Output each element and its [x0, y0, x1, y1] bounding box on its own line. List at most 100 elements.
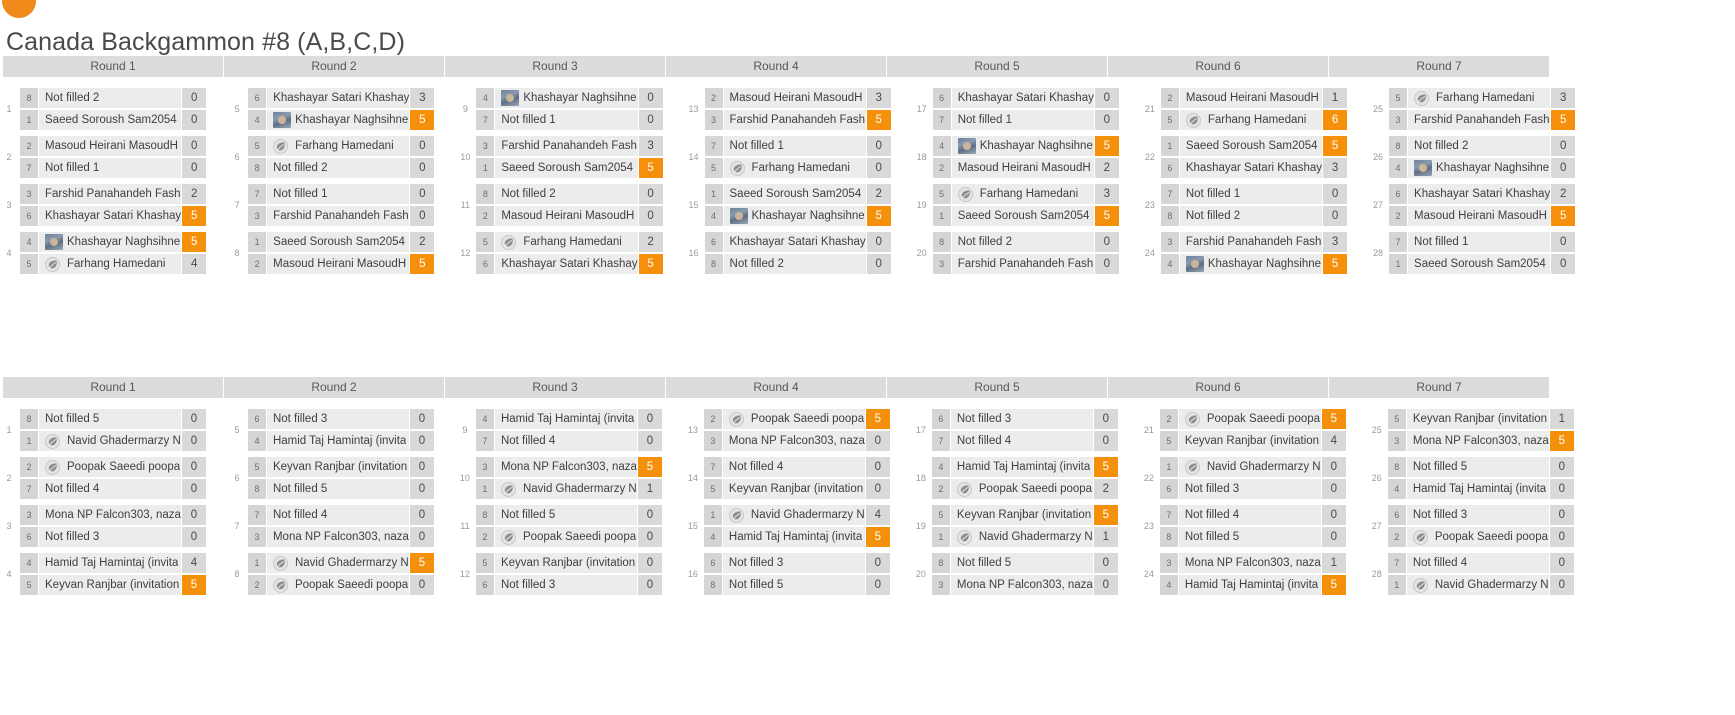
- player-name-cell[interactable]: Keyvan Ranjbar (invitation: [722, 479, 865, 499]
- match[interactable]: 20 8 Not filled 5 0 3 Mona NP Falcon303, naza…: [912, 553, 1140, 595]
- player-name-cell[interactable]: Khashayar Naghsihne: [1179, 254, 1323, 274]
- match-slot[interactable]: 1 Saeed Soroush Sam2054 0: [20, 110, 207, 130]
- match-slot[interactable]: 2 Poopak Saeedi poopa 5: [703, 409, 890, 429]
- player-name-cell[interactable]: Khashayar Naghsihne: [495, 88, 638, 108]
- match-slot[interactable]: 2 Masoud Heirani MasoudH 5: [1389, 206, 1576, 226]
- player-name-cell[interactable]: Khashayar Satari Khashay: [39, 206, 182, 226]
- match[interactable]: 18 4 Khashayar Naghsihne 5 2 Masoud Heirani M…: [913, 136, 1141, 178]
- player-name-cell[interactable]: Navid Ghadermarzy N: [39, 431, 181, 451]
- match-slot[interactable]: 5 Farhang Hamedani 3: [932, 184, 1119, 204]
- match[interactable]: 13 2 Poopak Saeedi poopa 5 3 Mona NP Falcon30…: [684, 409, 912, 451]
- player-name-cell[interactable]: Not filled 2: [495, 184, 638, 204]
- player-name-cell[interactable]: Masoud Heirani MasoudH: [267, 254, 410, 274]
- match-slot[interactable]: 5 Keyvan Ranjbar (invitation 1: [1387, 409, 1574, 429]
- player-name-cell[interactable]: Hamid Taj Hamintaj (invita: [950, 457, 1093, 477]
- match[interactable]: 10 3 Farshid Panahandeh Fash 3 1 Saeed Sorous…: [456, 136, 684, 178]
- player-name-cell[interactable]: Navid Ghadermarzy N: [266, 553, 409, 573]
- player-name-cell[interactable]: Saeed Soroush Sam2054: [1179, 136, 1323, 156]
- match-slot[interactable]: 2 Poopak Saeedi poopa 5: [1159, 409, 1346, 429]
- player-name-cell[interactable]: Navid Ghadermarzy N: [1406, 575, 1549, 595]
- match-slot[interactable]: 4 Hamid Taj Hamintaj (invita 0: [1387, 479, 1574, 499]
- match-slot[interactable]: 1 Saeed Soroush Sam2054 5: [1160, 136, 1348, 156]
- match-slot[interactable]: 1 Saeed Soroush Sam2054 0: [1389, 254, 1576, 274]
- match-slot[interactable]: 5 Keyvan Ranjbar (invitation 0: [247, 457, 434, 477]
- match[interactable]: 19 5 Keyvan Ranjbar (invitation 5 1 Navid Gha…: [912, 505, 1140, 547]
- player-name-cell[interactable]: Not filled 3: [1178, 479, 1321, 499]
- player-name-cell[interactable]: Khashayar Naghsihne: [1408, 158, 1551, 178]
- match-slot[interactable]: 7 Not filled 1 0: [704, 136, 891, 156]
- player-name-cell[interactable]: Saeed Soroush Sam2054: [495, 158, 638, 178]
- player-name-cell[interactable]: Khashayar Naghsihne: [267, 110, 410, 130]
- match[interactable]: 20 8 Not filled 2 0 3 Farshid Panahandeh Fash…: [913, 232, 1141, 274]
- player-name-cell[interactable]: Hamid Taj Hamintaj (invita: [1406, 479, 1549, 499]
- player-name-cell[interactable]: Not filled 5: [266, 479, 409, 499]
- player-name-cell[interactable]: Navid Ghadermarzy N: [950, 527, 1093, 547]
- player-name-cell[interactable]: Not filled 2: [951, 232, 1094, 252]
- player-name-cell[interactable]: Poopak Saeedi poopa: [722, 409, 865, 429]
- match-slot[interactable]: 1 Saeed Soroush Sam2054 2: [704, 184, 891, 204]
- match-slot[interactable]: 7 Not filled 4 0: [247, 505, 434, 525]
- match-slot[interactable]: 8 Not filled 2 0: [1389, 136, 1576, 156]
- player-name-cell[interactable]: Not filled 4: [494, 431, 637, 451]
- player-name-cell[interactable]: Masoud Heirani MasoudH: [495, 206, 638, 226]
- match-slot[interactable]: 2 Poopak Saeedi poopa 0: [247, 575, 434, 595]
- match[interactable]: 13 2 Masoud Heirani MasoudH 3 3 Farshid Panah…: [685, 88, 913, 130]
- match-slot[interactable]: 7 Not filled 1 0: [1160, 184, 1348, 204]
- player-name-cell[interactable]: Farhang Hamedani: [1179, 110, 1323, 130]
- match-slot[interactable]: 7 Not filled 4 0: [1387, 553, 1574, 573]
- player-name-cell[interactable]: Farshid Panahandeh Fash: [1408, 110, 1551, 130]
- match-slot[interactable]: 3 Mona NP Falcon303, naza 5: [1387, 431, 1574, 451]
- match[interactable]: 25 5 Keyvan Ranjbar (invitation 1 3 Mona NP F…: [1368, 409, 1596, 451]
- match[interactable]: 11 8 Not filled 2 0 2 Masoud Heirani MasoudH 0: [456, 184, 684, 226]
- match-slot[interactable]: 4 Khashayar Naghsihne 5: [20, 232, 207, 252]
- player-name-cell[interactable]: Saeed Soroush Sam2054: [267, 232, 410, 252]
- player-name-cell[interactable]: Keyvan Ranjbar (invitation: [266, 457, 409, 477]
- match-slot[interactable]: 3 Farshid Panahandeh Fash 0: [932, 254, 1119, 274]
- player-name-cell[interactable]: Keyvan Ranjbar (invitation: [950, 505, 1093, 525]
- match[interactable]: 18 4 Hamid Taj Hamintaj (invita 5 2 Poopak Sa…: [912, 457, 1140, 499]
- player-name-cell[interactable]: Poopak Saeedi poopa: [39, 457, 181, 477]
- match[interactable]: 7 7 Not filled 1 0 3 Farshid Panahandeh Fash 0: [228, 184, 456, 226]
- player-name-cell[interactable]: Mona NP Falcon303, naza: [950, 575, 1093, 595]
- match-slot[interactable]: 7 Not filled 4 0: [931, 431, 1118, 451]
- player-name-cell[interactable]: Mona NP Falcon303, naza: [1178, 553, 1321, 573]
- player-name-cell[interactable]: Khashayar Satari Khashay: [723, 232, 866, 252]
- match-slot[interactable]: 3 Mona NP Falcon303, naza 5: [475, 457, 662, 477]
- player-name-cell[interactable]: Farshid Panahandeh Fash: [1179, 232, 1323, 252]
- player-name-cell[interactable]: Saeed Soroush Sam2054: [39, 110, 182, 130]
- player-name-cell[interactable]: Farhang Hamedani: [39, 254, 182, 274]
- player-name-cell[interactable]: Mona NP Falcon303, naza: [266, 527, 409, 547]
- match-slot[interactable]: 5 Farhang Hamedani 3: [1389, 88, 1576, 108]
- player-name-cell[interactable]: Not filled 1: [723, 136, 866, 156]
- player-name-cell[interactable]: Not filled 2: [1179, 206, 1323, 226]
- match[interactable]: 24 3 Farshid Panahandeh Fash 3 4 Khashayar Na…: [1141, 232, 1369, 274]
- player-name-cell[interactable]: Not filled 5: [494, 505, 637, 525]
- match-slot[interactable]: 6 Khashayar Satari Khashay 0: [704, 232, 891, 252]
- player-name-cell[interactable]: Not filled 1: [951, 110, 1094, 130]
- match[interactable]: 26 8 Not filled 5 0 4 Hamid Taj Hamintaj (inv…: [1368, 457, 1596, 499]
- match-slot[interactable]: 6 Khashayar Satari Khashay 2: [1389, 184, 1576, 204]
- match[interactable]: 1 8 Not filled 2 0 1 Saeed Soroush Sam2054 0: [0, 88, 228, 130]
- match-slot[interactable]: 8 Not filled 2 0: [932, 232, 1119, 252]
- match[interactable]: 24 3 Mona NP Falcon303, naza 1 4 Hamid Taj Ha…: [1140, 553, 1368, 595]
- match[interactable]: 9 4 Hamid Taj Hamintaj (invita 0 7 Not filled…: [456, 409, 684, 451]
- match-slot[interactable]: 7 Not filled 4 0: [475, 431, 662, 451]
- player-name-cell[interactable]: Poopak Saeedi poopa: [950, 479, 1093, 499]
- match[interactable]: 17 6 Khashayar Satari Khashay 0 7 Not filled …: [913, 88, 1141, 130]
- match-slot[interactable]: 8 Not filled 5 0: [20, 409, 206, 429]
- match-slot[interactable]: 6 Not filled 3 0: [20, 527, 206, 547]
- match[interactable]: 19 5 Farhang Hamedani 3 1 Saeed Soroush Sam20…: [913, 184, 1141, 226]
- player-name-cell[interactable]: Not filled 4: [39, 479, 181, 499]
- player-name-cell[interactable]: Keyvan Ranjbar (invitation: [494, 553, 637, 573]
- match[interactable]: 23 7 Not filled 4 0 8 Not filled 5 0: [1140, 505, 1368, 547]
- match-slot[interactable]: 7 Not filled 1 0: [248, 184, 435, 204]
- match-slot[interactable]: 6 Not filled 3 0: [1159, 479, 1346, 499]
- player-name-cell[interactable]: Not filled 2: [39, 88, 182, 108]
- player-name-cell[interactable]: Saeed Soroush Sam2054: [1408, 254, 1551, 274]
- match-slot[interactable]: 4 Hamid Taj Hamintaj (invita 0: [247, 431, 434, 451]
- match-slot[interactable]: 8 Not filled 2 0: [476, 184, 663, 204]
- player-name-cell[interactable]: Saeed Soroush Sam2054: [723, 184, 866, 204]
